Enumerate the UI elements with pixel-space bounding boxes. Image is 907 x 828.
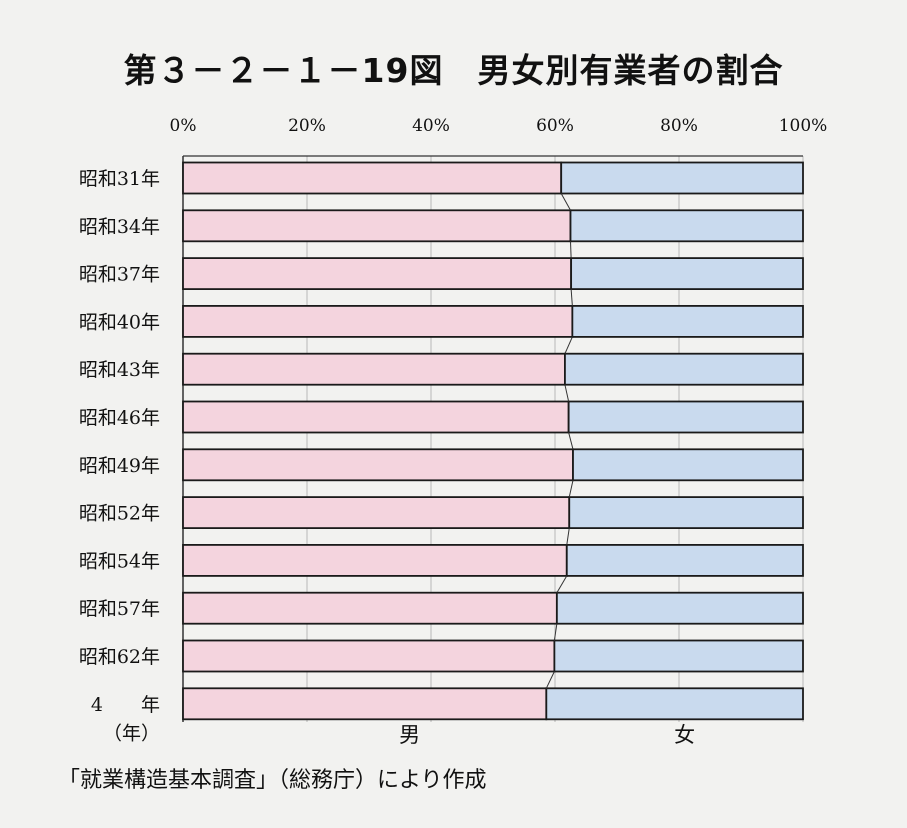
x-axis-ticks: 0% 20% 40% 60% 80% 100% — [170, 116, 828, 136]
bar-male — [182, 161, 563, 195]
y-category-label: 昭和54年 — [79, 550, 160, 572]
bar-male — [182, 639, 556, 673]
bar-female — [570, 257, 804, 291]
y-category-label: 昭和31年 — [79, 168, 160, 190]
bar-female — [571, 304, 804, 338]
y-category-label: 昭和62年 — [79, 646, 160, 668]
boundary-connector — [553, 623, 558, 641]
boundary-connector — [560, 193, 571, 211]
gridlines — [182, 155, 804, 722]
bar-female — [568, 496, 804, 530]
bar-female — [560, 161, 804, 195]
y-category-label: 昭和40年 — [79, 311, 160, 333]
bar-female — [564, 352, 804, 386]
bar-male — [182, 544, 568, 577]
x-tick-label: 100% — [779, 116, 828, 136]
boundary-connector — [564, 336, 573, 354]
y-category-label: 昭和34年 — [79, 216, 160, 238]
y-unit-label: （年） — [103, 723, 160, 745]
bar-male — [182, 304, 574, 338]
boundary-connector — [568, 480, 574, 498]
boundary-connector — [566, 528, 570, 545]
boundary-connector — [564, 384, 570, 402]
y-category-label: 昭和46年 — [79, 407, 160, 429]
bar-male — [182, 352, 566, 386]
bar-female — [569, 209, 804, 243]
bar-male — [182, 448, 574, 482]
source-note: 「就業構造基本調査」（総務庁）により作成 — [58, 768, 487, 793]
bar-male — [182, 400, 570, 434]
boundary-connector — [570, 289, 573, 306]
bar-female — [555, 591, 804, 625]
y-category-label: 4 年 — [91, 694, 160, 716]
y-category-label: 昭和57年 — [79, 598, 160, 620]
x-tick-label: 0% — [170, 116, 197, 136]
bar-male — [182, 257, 573, 291]
x-tick-label: 20% — [288, 116, 326, 136]
x-tick-label: 40% — [412, 116, 450, 136]
bar-male — [182, 496, 571, 530]
bar-female — [567, 400, 804, 434]
y-category-label: 昭和37年 — [79, 264, 160, 286]
bar-female — [553, 639, 804, 673]
boundary-connector — [570, 241, 572, 259]
bar-male — [182, 209, 572, 243]
y-category-label: 昭和52年 — [79, 503, 160, 525]
x-tick-label: 80% — [660, 116, 698, 136]
chart-title: 第３－２－１－19図 男女別有業者の割合 — [123, 51, 784, 90]
bars — [182, 161, 804, 721]
bar-male — [182, 687, 548, 721]
bar-female — [545, 687, 804, 721]
y-axis-labels: 昭和31年昭和34年昭和37年昭和40年昭和43年昭和46年昭和49年昭和52年… — [79, 168, 160, 745]
boundary-connectors — [545, 193, 574, 689]
x-tick-label: 60% — [536, 116, 574, 136]
series-label-female: 女 — [674, 723, 695, 747]
bar-male — [182, 591, 558, 625]
boundary-connector — [545, 671, 555, 689]
boundary-connector — [556, 575, 568, 593]
series-label-male: 男 — [399, 723, 420, 747]
bar-female — [565, 544, 804, 577]
boundary-connector — [568, 432, 574, 450]
bar-female — [572, 448, 804, 482]
series-labels: 男女 — [399, 723, 695, 747]
y-category-label: 昭和49年 — [79, 455, 160, 477]
y-category-label: 昭和43年 — [79, 359, 160, 381]
